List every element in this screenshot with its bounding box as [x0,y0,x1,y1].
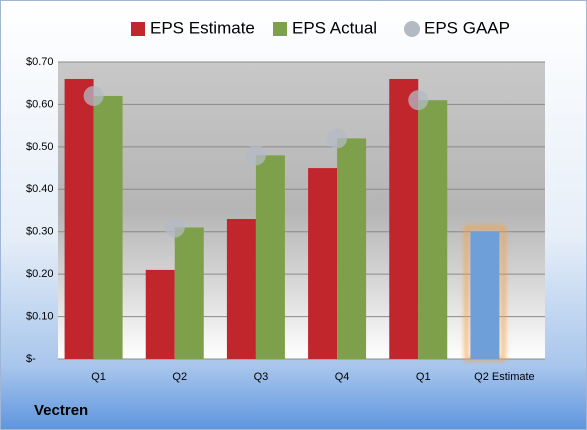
y-tick-label: $- [26,353,36,365]
x-tick-label: Q1 [91,371,106,383]
legend: EPS Estimate EPS Actual EPS GAAP [131,18,510,37]
legend-swatch [131,22,145,36]
y-tick-label: $0.30 [26,226,54,238]
y-tick-label: $0.20 [26,268,54,280]
legend-swatch [273,22,287,36]
legend-swatch [404,21,420,37]
x-tick-label: Q2 Estimate [474,371,535,383]
bar [337,138,367,359]
y-tick-label: $0.40 [26,183,54,195]
marker [164,217,185,238]
legend-label: EPS Actual [292,18,377,37]
marker [83,85,104,106]
x-tick-label: Q1 [416,371,431,383]
y-tick-label: $0.10 [26,310,54,322]
bar [255,155,285,359]
bar [145,269,175,359]
bar [174,227,204,359]
bar [418,100,448,359]
bar [470,231,500,359]
x-tick-label: Q3 [254,371,269,383]
marker [245,145,266,166]
legend-label: EPS GAAP [424,18,510,37]
y-tick-label: $0.70 [26,56,54,68]
marker [327,128,348,149]
bar [226,218,256,359]
bar [308,168,338,359]
y-tick-label: $0.50 [26,141,54,153]
plot-area [58,62,545,359]
bar [389,78,419,359]
chart-title: Vectren [34,402,88,419]
y-tick-label: $0.60 [26,98,54,110]
legend-label: EPS Estimate [150,18,255,37]
bar [93,95,123,359]
x-tick-label: Q4 [335,371,350,383]
marker [408,90,429,111]
bar [64,78,94,359]
x-tick-label: Q2 [172,371,187,383]
